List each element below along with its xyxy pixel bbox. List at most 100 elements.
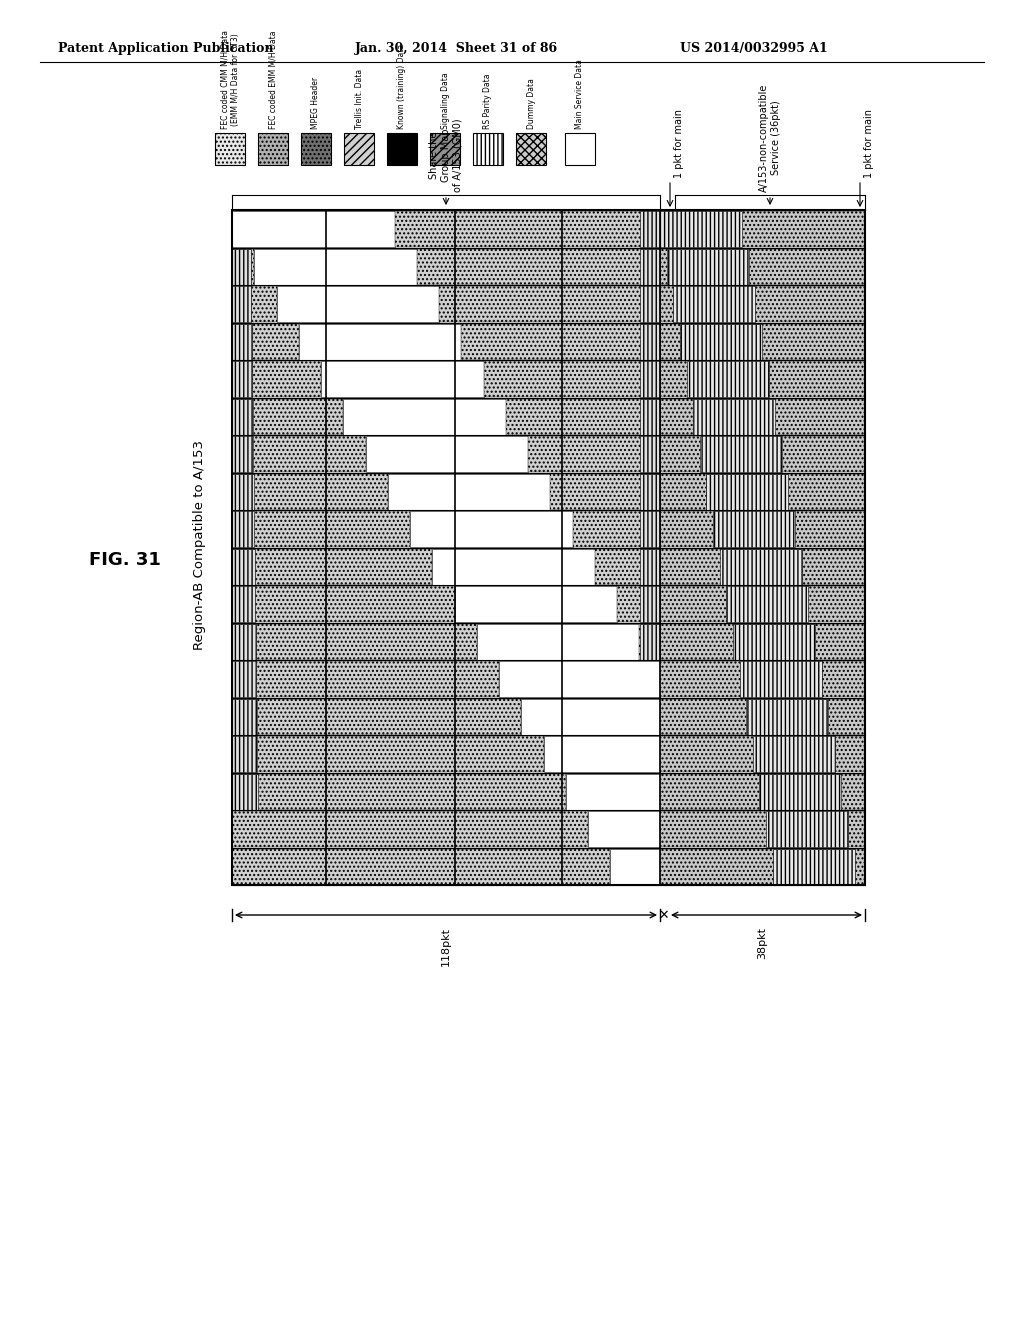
Bar xyxy=(660,248,865,285)
Bar xyxy=(254,248,417,285)
Bar xyxy=(432,549,595,585)
Bar xyxy=(232,810,588,847)
Bar xyxy=(660,211,742,247)
Bar xyxy=(232,623,256,660)
Bar xyxy=(232,210,865,884)
Text: Signaling Data: Signaling Data xyxy=(440,73,450,129)
Bar xyxy=(301,133,331,165)
Text: FEC coded CMM M/H Data
(EMM M/H Data for GT3): FEC coded CMM M/H Data (EMM M/H Data for… xyxy=(220,30,240,129)
Bar xyxy=(640,474,660,510)
Bar xyxy=(232,286,251,322)
Bar xyxy=(551,474,660,510)
Bar xyxy=(232,623,477,660)
Bar xyxy=(506,399,660,434)
Bar xyxy=(232,436,253,473)
Bar xyxy=(667,248,749,285)
Bar xyxy=(707,474,788,510)
Bar xyxy=(610,849,660,884)
Text: 118pkt: 118pkt xyxy=(441,927,451,966)
Bar xyxy=(660,698,865,734)
Bar xyxy=(417,248,660,285)
Bar xyxy=(232,399,253,434)
Bar xyxy=(680,323,762,359)
Bar xyxy=(232,248,251,285)
Text: Known (training) Data: Known (training) Data xyxy=(397,44,407,129)
Bar xyxy=(388,474,551,510)
Bar xyxy=(699,436,781,473)
Bar xyxy=(544,737,660,772)
Bar xyxy=(639,623,660,660)
Bar xyxy=(232,737,544,772)
Bar xyxy=(232,399,343,434)
Bar xyxy=(462,323,660,359)
Bar xyxy=(720,549,802,585)
Bar xyxy=(733,623,815,660)
Text: 1 pkt for main: 1 pkt for main xyxy=(674,110,684,178)
Text: RS Parity Data: RS Parity Data xyxy=(483,74,493,129)
Bar xyxy=(232,360,252,397)
Bar xyxy=(660,774,865,809)
Bar xyxy=(430,133,460,165)
Bar xyxy=(660,810,865,847)
Bar xyxy=(232,474,254,510)
Bar xyxy=(410,511,572,546)
Bar xyxy=(232,774,566,809)
Bar xyxy=(640,323,660,359)
Text: Share the
Group Map
of A/153 (GM0): Share the Group Map of A/153 (GM0) xyxy=(429,119,463,191)
Bar xyxy=(595,549,660,585)
Bar xyxy=(232,849,610,884)
Bar xyxy=(660,737,865,772)
Bar xyxy=(232,511,410,546)
Bar xyxy=(739,661,821,697)
Bar xyxy=(232,323,299,359)
Bar xyxy=(640,549,660,585)
Bar xyxy=(343,399,506,434)
Text: US 2014/0032995 A1: US 2014/0032995 A1 xyxy=(680,42,827,55)
Bar xyxy=(232,549,255,585)
Bar xyxy=(232,248,254,285)
Bar xyxy=(660,511,865,546)
Bar xyxy=(473,133,503,165)
Bar xyxy=(232,661,499,697)
Bar xyxy=(660,623,865,660)
Bar xyxy=(483,360,660,397)
Bar xyxy=(760,774,842,809)
Bar xyxy=(640,623,660,660)
Bar xyxy=(566,774,660,809)
Bar xyxy=(528,436,660,473)
Bar xyxy=(521,698,660,734)
Bar xyxy=(232,737,257,772)
Text: 1 pkt for main: 1 pkt for main xyxy=(864,110,874,178)
Bar xyxy=(572,511,660,546)
Bar xyxy=(232,436,366,473)
Bar xyxy=(640,286,660,322)
Text: MPEG Header: MPEG Header xyxy=(311,77,321,129)
Bar xyxy=(726,586,808,622)
Bar xyxy=(258,133,288,165)
Text: FEC coded EMM M/H Data: FEC coded EMM M/H Data xyxy=(268,30,278,129)
Bar xyxy=(640,399,660,434)
Bar xyxy=(499,661,660,697)
Text: Region-AB Compatible to A/153: Region-AB Compatible to A/153 xyxy=(194,440,207,649)
Bar xyxy=(232,210,865,884)
Bar xyxy=(660,474,865,510)
Bar xyxy=(232,474,388,510)
Bar xyxy=(232,549,432,585)
Bar xyxy=(439,286,660,322)
Bar xyxy=(660,399,865,434)
Bar xyxy=(660,360,865,397)
Text: A/153-non-compatible
Service (36pkt): A/153-non-compatible Service (36pkt) xyxy=(759,83,780,191)
Bar xyxy=(746,698,828,734)
Bar xyxy=(232,586,255,622)
Bar xyxy=(640,248,660,285)
Bar xyxy=(660,661,865,697)
Bar xyxy=(693,399,775,434)
Bar xyxy=(753,737,835,772)
Bar xyxy=(477,623,639,660)
Bar xyxy=(516,133,546,165)
Bar xyxy=(588,810,660,847)
Bar xyxy=(660,849,865,884)
Bar xyxy=(660,436,865,473)
Bar xyxy=(276,286,439,322)
Bar xyxy=(387,133,417,165)
